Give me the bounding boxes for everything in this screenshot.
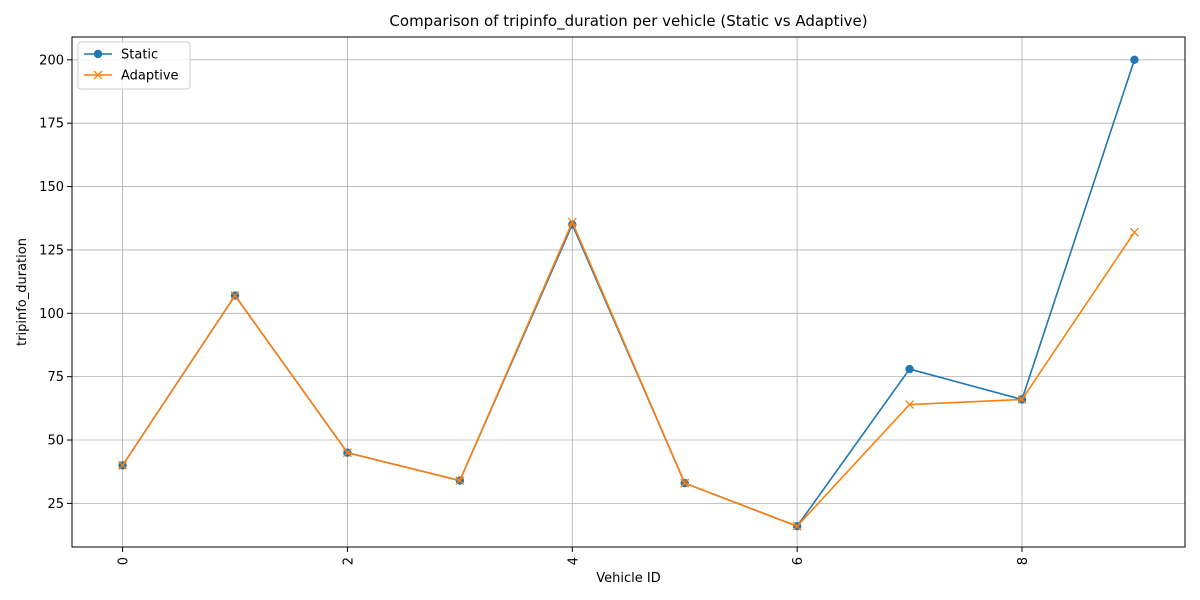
x-axis-label: Vehicle ID [596,571,660,586]
x-tick-label: 2 [341,557,356,565]
legend-label: Adaptive [121,69,179,84]
chart-title: Comparison of tripinfo_duration per vehi… [389,12,867,31]
y-tick-label: 25 [47,497,64,512]
series-layer [118,55,1139,531]
data-point [1017,395,1027,404]
y-axis-label: tripinfo_duration [15,238,30,346]
legend-marker [93,49,103,59]
legend-item-static: Static [84,48,158,63]
x-tick-label: 0 [117,557,132,565]
y-tick-label: 50 [47,434,64,449]
y-axis-ticks: 25 50 75 100 125 150 175 200 [39,53,72,512]
x-tick-label: 8 [1016,557,1031,565]
y-tick-label: 150 [39,180,64,195]
data-point [792,521,802,531]
data-point [680,478,690,488]
data-point [342,448,352,458]
data-point [1130,55,1139,65]
grid-lines [72,37,1185,547]
legend-marker [93,70,103,80]
y-tick-label: 75 [47,370,64,385]
y-tick-label: 100 [39,307,64,322]
legend-label: Static [121,48,158,63]
series-line [121,59,1136,528]
legend: Static Adaptive [77,41,191,90]
data-point [118,460,128,470]
series-static [118,55,1139,531]
data-point [905,364,914,374]
series-adaptive [118,217,1139,531]
data-point [1129,227,1139,237]
x-axis-ticks: 0 2 4 6 8 [117,547,1031,565]
y-tick-label: 125 [39,243,64,258]
data-point [230,291,240,301]
x-tick-label: 4 [566,557,581,565]
data-point [455,476,465,486]
data-point [567,217,577,227]
plot-frame [71,36,1186,548]
y-tick-label: 200 [39,53,64,68]
legend-item-adaptive: Adaptive [84,69,179,84]
series-line [121,221,1136,528]
x-tick-label: 6 [791,557,806,565]
y-tick-label: 175 [39,117,64,132]
data-point [905,400,915,410]
